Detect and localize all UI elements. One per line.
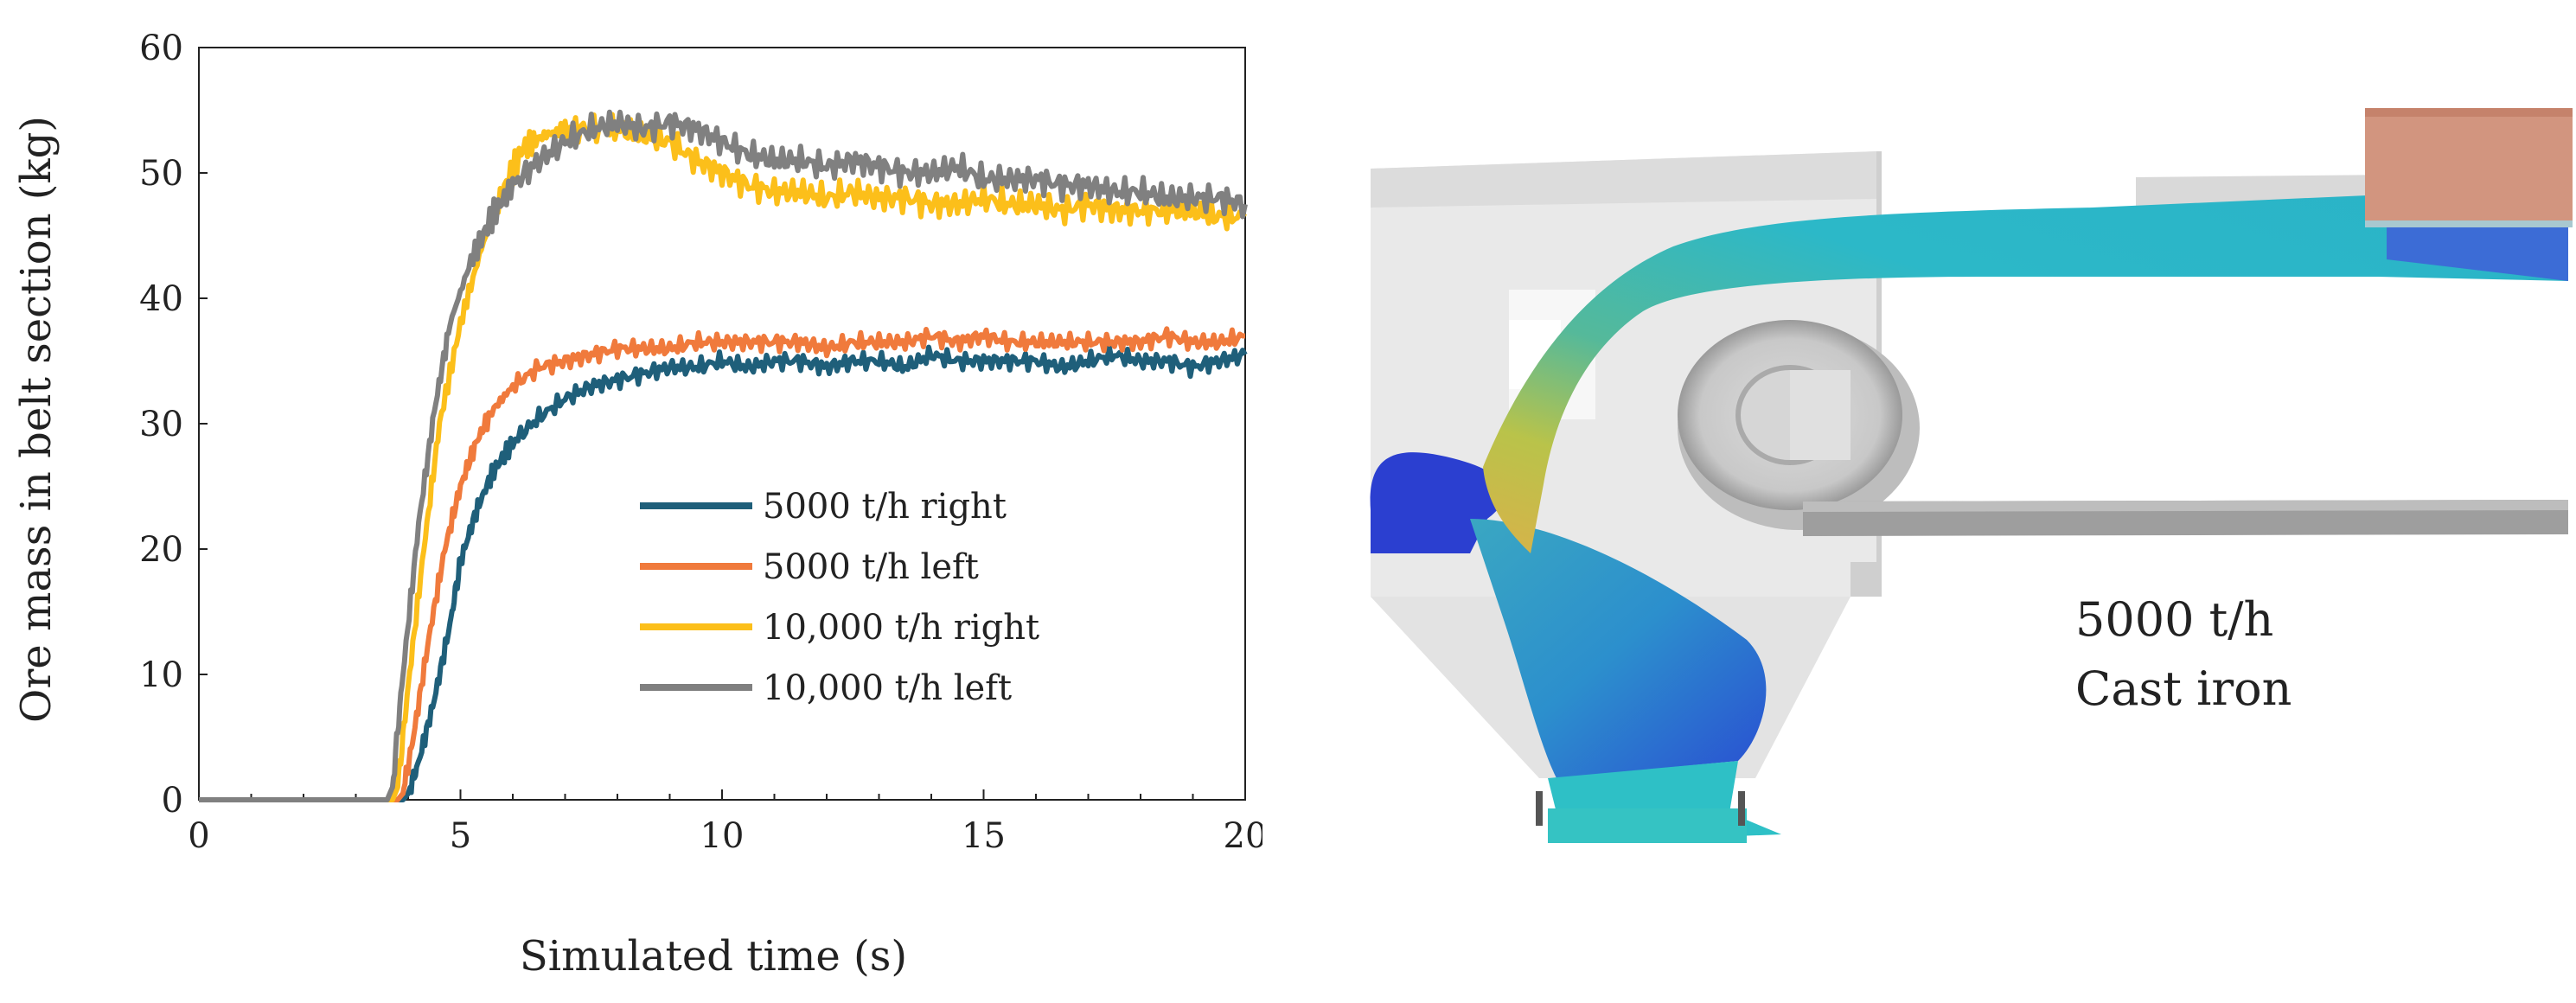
y-tick-label: 50 [139,154,183,194]
x-tick-label: 0 [188,816,209,856]
y-tick-label: 60 [139,29,183,68]
head-pulley [1678,320,1920,530]
chart-legend: 5000 t/h right 5000 t/h left 10,000 t/h ri… [640,487,1039,708]
return-belt [1803,500,2568,536]
x-tick-label: 10 [700,816,745,856]
feed-box [2365,108,2573,227]
legend-label: 5000 t/h left [763,547,979,587]
ore-mass-chart: 0 10 20 30 40 50 60 0 5 10 15 20 Simulated time (s… [12,29,1262,981]
x-axis-ticks: 0 5 10 15 20 [188,789,1262,856]
y-tick-label: 0 [162,781,183,821]
legend-label: 10,000 t/h left [763,668,1012,708]
x-axis-title: Simulated time (s) [520,932,907,981]
x-tick-label: 20 [1224,816,1262,856]
series-line-5000-t-h-left [199,326,1245,802]
y-tick-label: 30 [139,405,183,444]
y-axis-title: Ore mass in belt section (kg) [12,116,61,723]
y-tick-label: 40 [139,279,183,319]
y-tick-label: 20 [139,530,183,570]
series-line-10-000-t-h-right [199,112,1248,802]
caption-material: Cast iron [2075,661,2292,716]
series-line-5000-t-h-right [199,343,1248,802]
x-tick-label: 5 [450,816,471,856]
caption-flow-rate: 5000 t/h [2075,592,2274,647]
x-tick-label: 15 [962,816,1006,856]
legend-label: 10,000 t/h right [763,608,1039,648]
series-lines [199,109,1248,802]
series-line-10-000-t-h-left [199,109,1248,802]
y-axis-ticks: 0 10 20 30 40 50 60 [139,29,208,821]
y-tick-label: 10 [139,655,183,695]
legend-label: 5000 t/h right [763,487,1007,527]
ore-in-hopper [1370,452,1781,843]
